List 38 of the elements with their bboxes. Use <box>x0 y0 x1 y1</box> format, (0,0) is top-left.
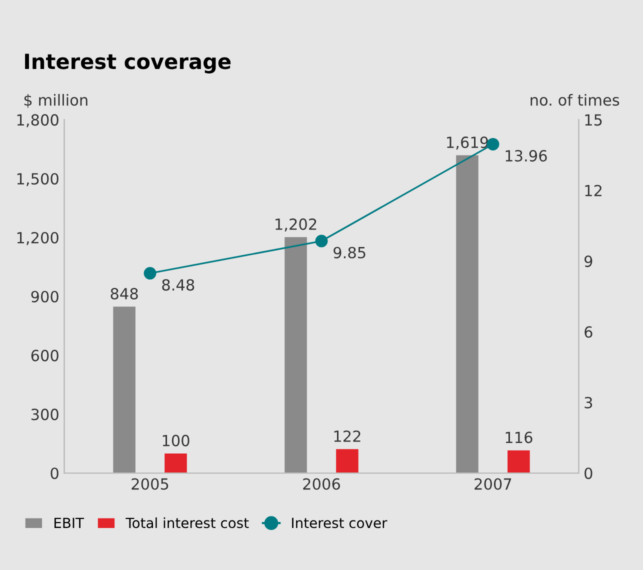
data-label: 122 <box>334 430 360 442</box>
data-label: 9.85 <box>334 246 366 258</box>
x-tick-label: 2006 <box>303 478 340 490</box>
y2-tick-label: 9 <box>584 256 592 268</box>
y-tick-label: 1,500 <box>17 173 58 186</box>
legend-label: Interest cover <box>292 518 388 528</box>
data-label: 13.96 <box>506 150 547 162</box>
y2-axis-title: no. of times <box>530 94 620 106</box>
y-tick-label: 1,200 <box>17 232 58 246</box>
point <box>315 234 328 248</box>
y-tick-label: 300 <box>31 408 58 420</box>
bar <box>456 155 478 474</box>
y2-tick-label: 15 <box>585 114 602 126</box>
legend-label: EBIT <box>54 518 84 528</box>
data-label: 1,202 <box>276 218 316 232</box>
y-tick-label: 600 <box>31 350 58 362</box>
y2-tick-label: 3 <box>584 396 592 408</box>
y2-tick-label: 6 <box>584 326 592 338</box>
data-label: 100 <box>162 434 190 446</box>
y2-tick-label: 12 <box>585 184 602 196</box>
data-label: 848 <box>110 288 138 300</box>
chart-title: Interest coverage <box>25 54 231 74</box>
legend-label: Total interest cost <box>126 517 249 528</box>
point <box>144 267 156 280</box>
bar <box>508 450 530 474</box>
y-tick-label: 0 <box>50 468 58 480</box>
y2-tick-label: 0 <box>584 468 592 480</box>
data-label: 116 <box>506 432 532 444</box>
y-tick-label: 1,800 <box>17 114 58 128</box>
bar <box>164 453 187 474</box>
bar <box>113 306 136 474</box>
x-tick-label: 2005 <box>132 478 168 490</box>
y-axis-title: $ million <box>24 94 88 108</box>
bar <box>284 237 307 474</box>
x-tick-label: 2007 <box>474 478 512 490</box>
bar <box>336 449 358 474</box>
data-label: 8.48 <box>162 279 194 291</box>
y-tick-label: 900 <box>31 290 58 302</box>
